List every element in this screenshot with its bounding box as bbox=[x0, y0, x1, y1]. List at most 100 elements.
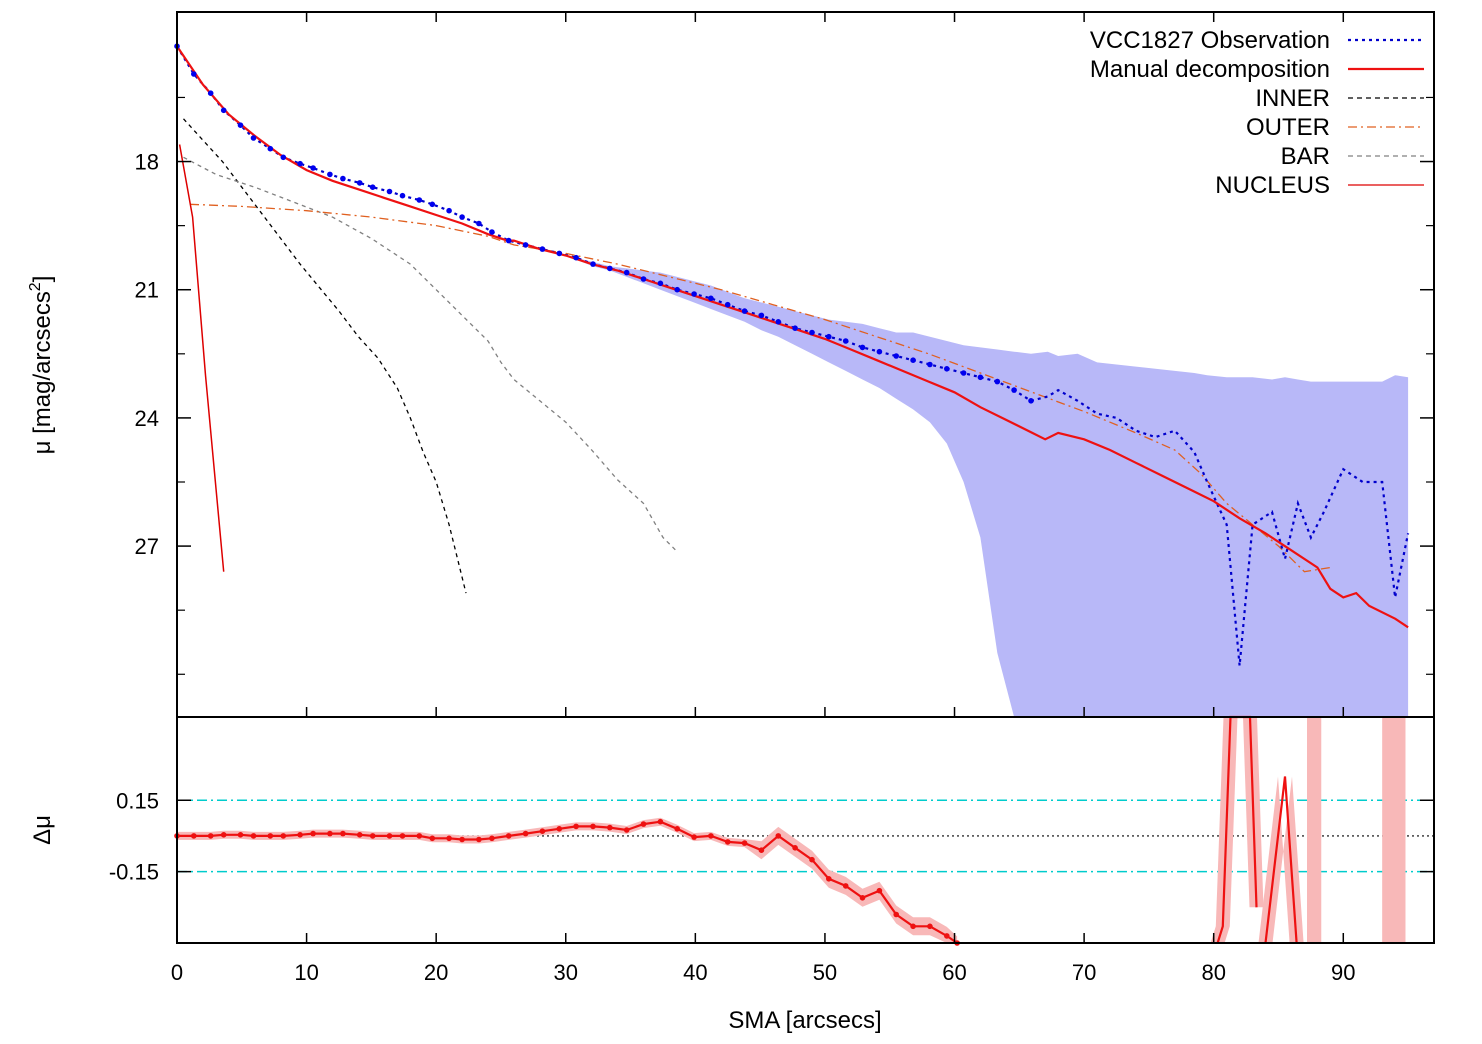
observation-point bbox=[724, 301, 731, 308]
observation-point bbox=[220, 107, 227, 114]
observation-point bbox=[369, 184, 376, 190]
residual-point bbox=[522, 830, 529, 837]
observation-point bbox=[927, 361, 933, 368]
legend-label: Manual decomposition bbox=[1090, 56, 1330, 83]
residual-error-band-area bbox=[1382, 717, 1406, 943]
observation-error-band-area bbox=[177, 46, 1409, 717]
legend-label: BAR bbox=[1281, 143, 1330, 170]
residual-point bbox=[876, 887, 883, 894]
residual-point bbox=[340, 830, 346, 837]
observation-point bbox=[297, 160, 303, 167]
observation-point bbox=[386, 188, 393, 195]
x-tick-label: 30 bbox=[554, 960, 578, 985]
x-axis-label: SMA [arcsecs] bbox=[728, 1007, 881, 1034]
observation-point bbox=[944, 366, 950, 372]
series-line-outer bbox=[189, 203, 1331, 573]
y-tick-label: 27 bbox=[135, 534, 159, 559]
residual-y-tick-label: -0.15 bbox=[109, 860, 159, 885]
residual-point bbox=[267, 833, 274, 839]
observation-point bbox=[327, 171, 333, 178]
residual-point bbox=[758, 847, 765, 853]
y-tick-label: 21 bbox=[135, 278, 159, 303]
x-tick-label: 70 bbox=[1072, 960, 1096, 985]
observation-point bbox=[623, 269, 630, 276]
observation-point bbox=[842, 338, 849, 344]
residual-point bbox=[724, 839, 731, 845]
x-tick-label: 0 bbox=[171, 960, 183, 985]
observation-point bbox=[310, 165, 316, 171]
y-label-close: ] bbox=[29, 276, 56, 283]
observation-point bbox=[674, 286, 680, 293]
x-tick-label: 60 bbox=[942, 960, 966, 985]
profile-axis-ticks: 18 21 24 27 bbox=[135, 12, 1434, 717]
observation-point bbox=[893, 353, 899, 359]
residual-point bbox=[310, 830, 316, 837]
observation-point bbox=[340, 175, 346, 182]
residual-point bbox=[386, 833, 393, 839]
residual-point bbox=[657, 818, 664, 825]
legend-label: OUTER bbox=[1246, 114, 1330, 141]
residual-point bbox=[539, 828, 546, 834]
series-line-vcc1827-observation bbox=[176, 45, 1410, 666]
observation-point bbox=[356, 180, 363, 186]
residual-series-line bbox=[177, 820, 958, 944]
observation-point bbox=[741, 308, 748, 314]
observation-point bbox=[459, 214, 465, 220]
observation-point bbox=[556, 250, 563, 257]
residual-series-line bbox=[1264, 776, 1298, 944]
series-line-nucleus bbox=[178, 144, 225, 572]
residual-point bbox=[691, 834, 697, 840]
observation-error-band bbox=[177, 46, 1409, 717]
observation-point bbox=[237, 122, 244, 128]
residual-point bbox=[220, 832, 227, 838]
residual-point bbox=[741, 840, 748, 846]
observation-point bbox=[691, 291, 697, 297]
residual-point bbox=[280, 833, 287, 839]
residual-error-band-area bbox=[1307, 717, 1322, 943]
residual-error-band bbox=[177, 717, 1406, 943]
residual-point bbox=[556, 826, 563, 832]
profile-y-axis-label: μ [mag/arcsecs2] bbox=[27, 276, 56, 455]
residual-point bbox=[775, 833, 782, 839]
residual-point bbox=[623, 827, 630, 833]
residual-point bbox=[429, 835, 436, 842]
observation-point bbox=[416, 197, 423, 203]
residual-point bbox=[590, 823, 596, 830]
residual-panel: 0 10 20 30 40 50 60 70 80 90 0.15 -0.15 Δμ SMA [arc… bbox=[29, 715, 1435, 1034]
residual-point bbox=[369, 833, 376, 839]
observation-point bbox=[573, 254, 579, 261]
residual-plot-frame bbox=[176, 716, 1435, 944]
residual-point bbox=[237, 832, 244, 838]
residual-point bbox=[607, 824, 613, 831]
residual-point bbox=[944, 933, 950, 939]
y-tick-label: 24 bbox=[135, 406, 159, 431]
series-line-bar bbox=[183, 156, 677, 551]
legend-label: INNER bbox=[1255, 85, 1330, 112]
y-tick-label: 18 bbox=[135, 150, 159, 175]
observation-point bbox=[191, 71, 197, 77]
observation-point bbox=[876, 348, 883, 355]
residual-point bbox=[505, 833, 512, 839]
residual-point bbox=[399, 833, 406, 839]
residual-point bbox=[893, 911, 899, 918]
residual-point bbox=[910, 923, 916, 930]
residual-point bbox=[191, 833, 197, 839]
x-tick-label: 20 bbox=[424, 960, 448, 985]
residual-point bbox=[476, 836, 482, 843]
observation-point bbox=[994, 378, 1001, 385]
y-label-superscript: 2 bbox=[27, 282, 44, 291]
residual-y-axis-label: Δμ bbox=[29, 815, 56, 845]
residual-point bbox=[809, 856, 815, 863]
y-label-text: μ [mag/arcsecs bbox=[29, 291, 56, 454]
observation-point bbox=[607, 265, 613, 272]
observation-point bbox=[505, 237, 512, 244]
observation-point bbox=[429, 201, 436, 208]
observation-point bbox=[250, 135, 257, 141]
observation-point bbox=[640, 276, 647, 282]
observation-point bbox=[708, 295, 714, 302]
residual-series-lines bbox=[174, 715, 1298, 946]
profile-series-lines bbox=[174, 43, 1410, 666]
